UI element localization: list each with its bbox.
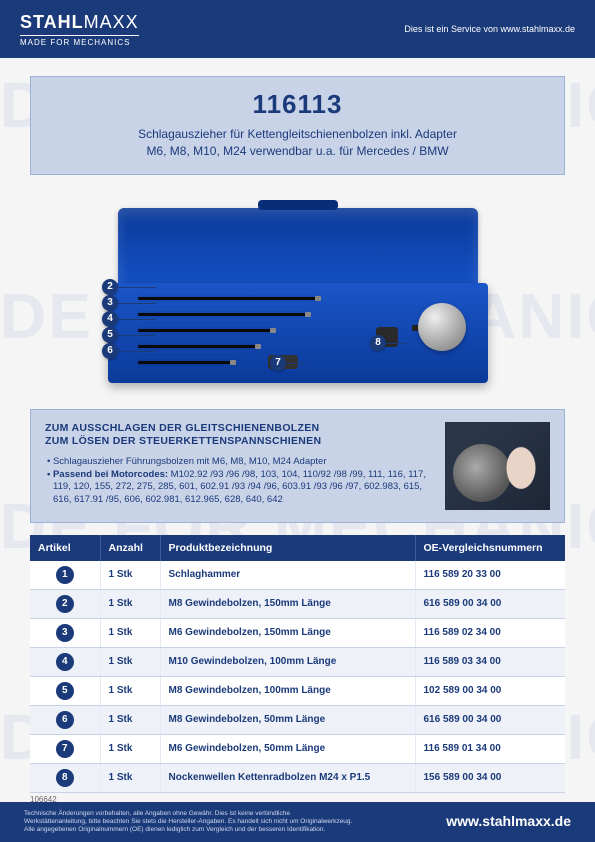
- cell-qty: 1 Stk: [100, 647, 160, 676]
- table-row: 2 1 StkM8 Gewindebolzen, 150mm Länge616 5…: [30, 589, 565, 618]
- product-desc-line1: Schlagauszieher für Kettengleitschienenb…: [138, 127, 457, 141]
- title-block: 116113 Schlagauszieher für Kettengleitsc…: [30, 76, 565, 175]
- cell-qty: 1 Stk: [100, 676, 160, 705]
- product-code: 116113: [51, 89, 544, 120]
- callout-badge-6: 6: [102, 343, 118, 359]
- cell-name: Nockenwellen Kettenradbolzen M24 x P1.5: [160, 763, 415, 792]
- cell-qty: 1 Stk: [100, 618, 160, 647]
- page: STAHLMAXX MADE FOR MECHANICS Dies ist ei…: [0, 0, 595, 842]
- th-bezeichnung: Produktbezeichnung: [160, 535, 415, 561]
- row-badge: 7: [56, 740, 74, 758]
- callout-badge-2: 2: [102, 279, 118, 295]
- row-badge: 8: [56, 769, 74, 787]
- row-badge: 2: [56, 595, 74, 613]
- cell-oe: 156 589 00 34 00: [415, 763, 565, 792]
- product-description: Schlagauszieher für Kettengleitschienenb…: [51, 126, 544, 160]
- row-badge: 1: [56, 566, 74, 584]
- cell-qty: 1 Stk: [100, 589, 160, 618]
- product-image-box: 2 3 4 5 6 7 8: [30, 191, 565, 401]
- cell-name: Schlaghammer: [160, 561, 415, 590]
- th-oe: OE-Vergleichsnummern: [415, 535, 565, 561]
- cell-name: M8 Gewindebolzen, 150mm Länge: [160, 589, 415, 618]
- row-badge: 6: [56, 711, 74, 729]
- service-note: Dies ist ein Service von www.stahlmaxx.d…: [404, 24, 575, 34]
- cell-oe: 616 589 00 34 00: [415, 589, 565, 618]
- cell-oe: 116 589 01 34 00: [415, 734, 565, 763]
- callout-badge-5: 5: [102, 327, 118, 343]
- table-row: 6 1 StkM8 Gewindebolzen, 50mm Länge616 58…: [30, 705, 565, 734]
- description-bullet-2: • Passend bei Motorcodes: M102.92 /93 /9…: [45, 469, 433, 507]
- brand-logo: STAHLMAXX MADE FOR MECHANICS: [20, 12, 139, 47]
- callout-badge-7: 7: [270, 355, 286, 371]
- cell-qty: 1 Stk: [100, 561, 160, 590]
- description-text: ZUM AUSSCHLAGEN DER GLEITSCHIENENBOLZEN …: [45, 422, 433, 510]
- row-badge: 3: [56, 624, 74, 642]
- brand-name: STAHLMAXX: [20, 12, 139, 33]
- cell-oe: 616 589 00 34 00: [415, 705, 565, 734]
- table-row: 4 1 StkM10 Gewindebolzen, 100mm Länge116 …: [30, 647, 565, 676]
- product-desc-line2: M6, M8, M10, M24 verwendbar u.a. für Mer…: [146, 144, 448, 158]
- callout-badge-8: 8: [370, 335, 386, 351]
- brand-name-b: MAXX: [84, 12, 139, 32]
- brand-name-a: STAHL: [20, 12, 84, 32]
- parts-table: Artikel Anzahl Produktbezeichnung OE-Ver…: [30, 535, 565, 793]
- table-row: 3 1 StkM6 Gewindebolzen, 150mm Länge116 5…: [30, 618, 565, 647]
- th-artikel: Artikel: [30, 535, 100, 561]
- document-number: 106642: [30, 795, 565, 804]
- callout-badge-3: 3: [102, 295, 118, 311]
- table-row: 5 1 StkM8 Gewindebolzen, 100mm Länge102 5…: [30, 676, 565, 705]
- table-row: 7 1 StkM6 Gewindebolzen, 50mm Länge116 58…: [30, 734, 565, 763]
- cell-qty: 1 Stk: [100, 763, 160, 792]
- row-badge: 4: [56, 653, 74, 671]
- cell-name: M10 Gewindebolzen, 100mm Länge: [160, 647, 415, 676]
- description-bullet-1: • Schlagauszieher Führungsbolzen mit M6,…: [45, 456, 433, 469]
- cell-name: M8 Gewindebolzen, 100mm Länge: [160, 676, 415, 705]
- table-row: 1 1 StkSchlaghammer116 589 20 33 00: [30, 561, 565, 590]
- cell-qty: 1 Stk: [100, 705, 160, 734]
- table-row: 8 1 StkNockenwellen Kettenradbolzen M24 x…: [30, 763, 565, 792]
- brand-tagline: MADE FOR MECHANICS: [20, 35, 139, 47]
- cell-name: M8 Gewindebolzen, 50mm Länge: [160, 705, 415, 734]
- cell-oe: 116 589 20 33 00: [415, 561, 565, 590]
- cell-qty: 1 Stk: [100, 734, 160, 763]
- cell-name: M6 Gewindebolzen, 150mm Länge: [160, 618, 415, 647]
- cell-oe: 116 589 02 34 00: [415, 618, 565, 647]
- description-heading: ZUM AUSSCHLAGEN DER GLEITSCHIENENBOLZEN …: [45, 422, 433, 448]
- header: STAHLMAXX MADE FOR MECHANICS Dies ist ei…: [0, 0, 595, 58]
- cell-oe: 102 589 00 34 00: [415, 676, 565, 705]
- description-block: ZUM AUSSCHLAGEN DER GLEITSCHIENENBOLZEN …: [30, 409, 565, 523]
- th-anzahl: Anzahl: [100, 535, 160, 561]
- callout-badge-4: 4: [102, 311, 118, 327]
- cell-oe: 116 589 03 34 00: [415, 647, 565, 676]
- row-badge: 5: [56, 682, 74, 700]
- tool-case-illustration: [108, 208, 488, 383]
- cell-name: M6 Gewindebolzen, 50mm Länge: [160, 734, 415, 763]
- application-image: [445, 422, 550, 510]
